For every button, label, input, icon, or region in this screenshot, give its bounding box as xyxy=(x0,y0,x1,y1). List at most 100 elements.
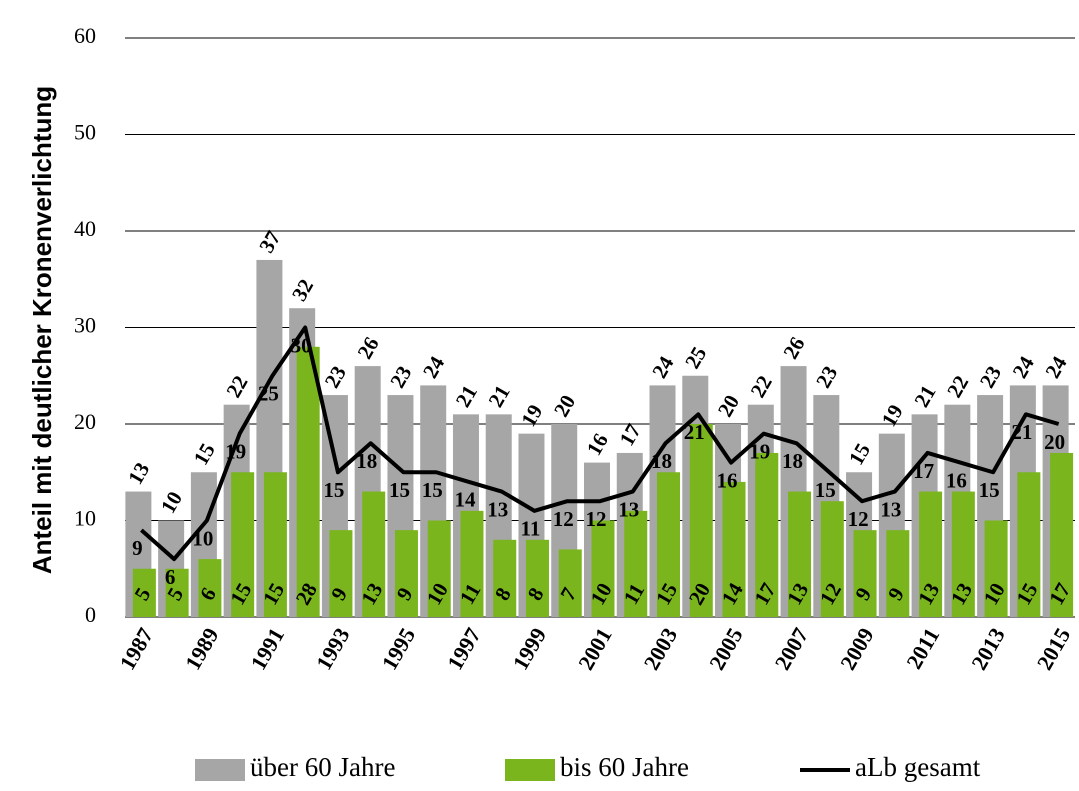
bar xyxy=(427,520,451,617)
bar xyxy=(1017,472,1041,617)
value-label: 16 xyxy=(717,468,738,492)
line xyxy=(140,325,1060,562)
legend-label: über 60 Jahre xyxy=(250,752,395,782)
bar xyxy=(657,472,681,617)
bar xyxy=(820,501,844,617)
value-label: 15 xyxy=(422,478,443,502)
value-label: 15 xyxy=(189,439,220,469)
bar xyxy=(689,424,713,617)
bar xyxy=(165,568,189,617)
value-label: 15 xyxy=(844,439,875,469)
value-label: 13 xyxy=(487,497,508,521)
value-label: 23 xyxy=(811,362,842,392)
legend-swatch xyxy=(195,759,245,781)
value-label: 11 xyxy=(521,517,541,541)
bar xyxy=(329,530,353,617)
value-label: 18 xyxy=(782,449,803,473)
bar xyxy=(788,491,812,617)
value-label: 15 xyxy=(323,478,344,502)
value-label: 32 xyxy=(287,275,318,305)
bar xyxy=(493,539,517,617)
value-label: 12 xyxy=(553,507,574,531)
y-tick-label: 20 xyxy=(74,409,96,434)
value-label: 24 xyxy=(1008,352,1040,383)
value-label: 23 xyxy=(975,362,1006,392)
x-tick-label: 1991 xyxy=(245,624,289,675)
x-tick-label: 1987 xyxy=(114,624,158,675)
y-axis-label: Anteil mit deutlicher Kronenverlichtung xyxy=(27,86,57,574)
y-tick-label: 60 xyxy=(74,23,96,48)
value-label: 12 xyxy=(586,507,607,531)
legend-swatch xyxy=(505,759,555,781)
value-label: 24 xyxy=(418,352,450,383)
bar xyxy=(984,520,1008,617)
value-label: 16 xyxy=(582,429,613,459)
x-tick-label: 2015 xyxy=(1032,624,1076,675)
value-label: 23 xyxy=(385,362,416,392)
y-tick-label: 0 xyxy=(85,602,96,627)
value-label: 22 xyxy=(942,371,973,401)
value-label: 26 xyxy=(352,333,383,363)
value-label: 21 xyxy=(483,381,514,411)
value-label: 15 xyxy=(979,478,1000,502)
value-label: 6 xyxy=(165,565,176,589)
value-label: 19 xyxy=(877,400,908,430)
value-label: 22 xyxy=(221,371,252,401)
bar xyxy=(394,530,418,617)
bar xyxy=(722,481,746,617)
value-label: 19 xyxy=(749,439,770,463)
x-tick-label: 2013 xyxy=(966,624,1010,675)
bar xyxy=(591,520,615,617)
bar xyxy=(362,491,386,617)
value-label: 12 xyxy=(848,507,869,531)
bar xyxy=(263,472,287,617)
value-label: 19 xyxy=(516,400,547,430)
value-label: 24 xyxy=(647,352,679,383)
bar xyxy=(951,491,975,617)
value-label: 13 xyxy=(880,497,901,521)
value-label: 21 xyxy=(1011,420,1032,444)
bar xyxy=(919,491,943,617)
x-tick-label: 2011 xyxy=(901,624,944,674)
bar xyxy=(198,559,222,617)
value-label: 10 xyxy=(156,487,187,517)
bar xyxy=(132,568,156,617)
value-label: 26 xyxy=(778,333,809,363)
value-label: 21 xyxy=(451,381,482,411)
value-label: 18 xyxy=(356,449,377,473)
value-label: 16 xyxy=(946,468,967,492)
value-label: 10 xyxy=(192,526,213,550)
legend-label: aLb gesamt xyxy=(855,752,981,782)
value-label: 19 xyxy=(225,439,246,463)
y-tick-label: 10 xyxy=(74,506,96,531)
bar xyxy=(886,530,910,617)
x-tick-label: 2009 xyxy=(835,624,879,675)
bar xyxy=(525,539,549,617)
value-label: 9 xyxy=(132,536,143,560)
legend-label: bis 60 Jahre xyxy=(560,752,689,782)
value-label: 20 xyxy=(1044,430,1065,454)
value-label: 25 xyxy=(258,382,279,406)
value-label: 30 xyxy=(291,333,312,357)
bar xyxy=(460,510,484,617)
value-label: 13 xyxy=(123,458,154,488)
value-label: 14 xyxy=(454,488,476,512)
x-tick-label: 1997 xyxy=(442,624,486,675)
bar xyxy=(1050,452,1074,617)
y-tick-label: 30 xyxy=(74,313,96,338)
bar xyxy=(755,452,779,617)
bar xyxy=(853,530,877,617)
value-label: 18 xyxy=(651,449,672,473)
bar xyxy=(231,472,255,617)
x-tick-label: 2005 xyxy=(704,624,748,675)
value-label: 15 xyxy=(815,478,836,502)
x-tick-label: 2001 xyxy=(573,624,617,675)
value-label: 21 xyxy=(909,381,940,411)
value-label: 22 xyxy=(746,371,777,401)
bar xyxy=(624,510,648,617)
value-label: 24 xyxy=(1040,352,1072,383)
x-tick-label: 1995 xyxy=(376,624,420,675)
value-label: 20 xyxy=(549,391,580,421)
value-label: 15 xyxy=(389,478,410,502)
